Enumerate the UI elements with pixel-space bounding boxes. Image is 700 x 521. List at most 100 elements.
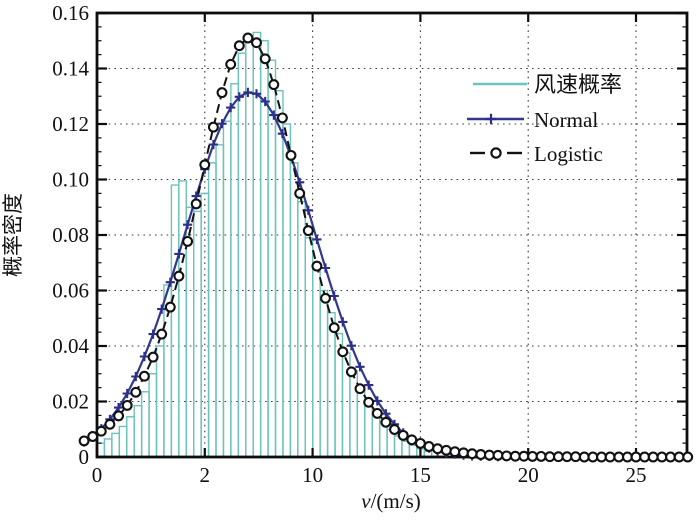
circle-marker xyxy=(570,451,582,463)
histogram-bar xyxy=(148,373,158,458)
circle-marker xyxy=(647,451,659,463)
histogram-bar xyxy=(126,416,135,458)
histogram-bar xyxy=(207,162,217,458)
circle-marker xyxy=(475,449,487,460)
circle-marker xyxy=(337,346,349,358)
histogram-bar xyxy=(364,399,373,458)
circle-marker xyxy=(501,450,513,462)
circle-marker xyxy=(233,40,245,52)
circle-marker xyxy=(544,451,556,463)
y-tick-label: 0.16 xyxy=(52,1,89,25)
circle-marker xyxy=(225,58,237,70)
axis-tick-labels: 0 2 10 15 20 25 0 0.02 0.04 0.06 0.08 0.10 0.12 0.14 0… xyxy=(52,1,646,487)
histogram-bar xyxy=(215,144,225,458)
circle-marker xyxy=(665,451,676,463)
circle-marker xyxy=(423,441,435,452)
circle-marker xyxy=(147,351,159,363)
x-tick-label: 25 xyxy=(626,463,647,487)
circle-marker xyxy=(380,416,392,428)
x-tick-label: 15 xyxy=(410,463,431,487)
y-tick-label: 0.10 xyxy=(52,168,89,192)
circle-marker xyxy=(95,425,107,437)
circle-marker xyxy=(138,370,150,382)
logistic-curve xyxy=(78,32,694,463)
y-tick-label: 0.08 xyxy=(52,223,89,247)
histogram-bar xyxy=(111,432,121,458)
circle-marker xyxy=(673,451,685,463)
circle-marker xyxy=(535,450,547,462)
circle-marker xyxy=(328,322,340,334)
circle-marker xyxy=(613,451,625,463)
circle-marker xyxy=(207,121,219,133)
histogram-bar xyxy=(297,200,306,458)
circle-marker xyxy=(78,435,90,447)
circle-marker xyxy=(130,386,142,398)
histogram-bar xyxy=(118,425,128,458)
circle-marker xyxy=(604,451,616,463)
circle-marker xyxy=(587,451,599,463)
circle-marker xyxy=(276,112,288,124)
legend-item-wind-prob: 风速概率 xyxy=(473,72,622,97)
circle-marker xyxy=(251,37,262,49)
circle-marker xyxy=(578,451,590,463)
circle-marker xyxy=(397,429,409,441)
circle-marker xyxy=(268,79,280,91)
circle-marker xyxy=(449,446,461,458)
x-tick-label: 2 xyxy=(200,463,211,487)
legend-plus-marker xyxy=(485,113,497,125)
legend-label-wind-prob: 风速概率 xyxy=(534,72,622,97)
histogram-bar xyxy=(222,120,232,458)
histogram-bar xyxy=(319,289,329,458)
circle-marker xyxy=(432,443,444,455)
circle-marker xyxy=(294,187,306,199)
histogram-bar xyxy=(200,192,210,458)
circle-marker xyxy=(518,450,530,462)
circle-marker xyxy=(466,448,478,460)
fitted-curves xyxy=(78,32,694,463)
histogram-series xyxy=(96,31,433,458)
y-tick-label: 0.02 xyxy=(52,390,89,414)
histogram-bar xyxy=(170,184,180,458)
legend-item-logistic: Logistic xyxy=(470,142,603,166)
histogram-bar xyxy=(356,386,366,458)
logistic-line xyxy=(83,36,688,458)
x-axis-title: v/(m/s) xyxy=(361,489,421,513)
circle-marker xyxy=(345,366,357,378)
circle-marker xyxy=(156,328,168,340)
histogram-bar xyxy=(326,312,336,458)
circle-marker xyxy=(483,449,495,461)
circle-marker xyxy=(354,383,366,395)
y-tick-label: 0.06 xyxy=(52,279,89,303)
histogram-bar xyxy=(304,237,314,458)
histogram-bar xyxy=(349,370,359,458)
circle-marker xyxy=(682,451,694,463)
circle-marker xyxy=(527,450,538,462)
circle-marker xyxy=(630,451,642,463)
histogram-bar xyxy=(140,391,150,458)
circle-marker xyxy=(621,451,633,463)
legend-label-normal: Normal xyxy=(534,108,598,132)
circle-marker xyxy=(320,292,331,304)
circle-marker xyxy=(242,32,254,44)
circle-marker xyxy=(104,418,116,430)
histogram-bar xyxy=(133,404,143,458)
circle-marker xyxy=(199,159,211,171)
circle-marker xyxy=(458,447,469,459)
circle-marker xyxy=(414,437,426,449)
circle-marker xyxy=(87,431,99,442)
circle-marker xyxy=(285,149,297,161)
legend-item-normal: Normal xyxy=(467,108,598,132)
circle-marker xyxy=(639,451,651,463)
circle-marker xyxy=(311,260,323,272)
circle-marker xyxy=(190,198,202,210)
gridlines xyxy=(97,13,687,457)
histogram-bar xyxy=(237,52,247,458)
circle-marker xyxy=(596,451,607,463)
circle-marker xyxy=(164,301,176,313)
circle-marker xyxy=(302,225,314,237)
circle-marker xyxy=(509,450,521,462)
circle-marker xyxy=(656,451,668,463)
circle-marker xyxy=(259,53,271,65)
x-tick-label: 0 xyxy=(92,463,103,487)
legend: 风速概率 Normal Logistic xyxy=(467,72,622,166)
